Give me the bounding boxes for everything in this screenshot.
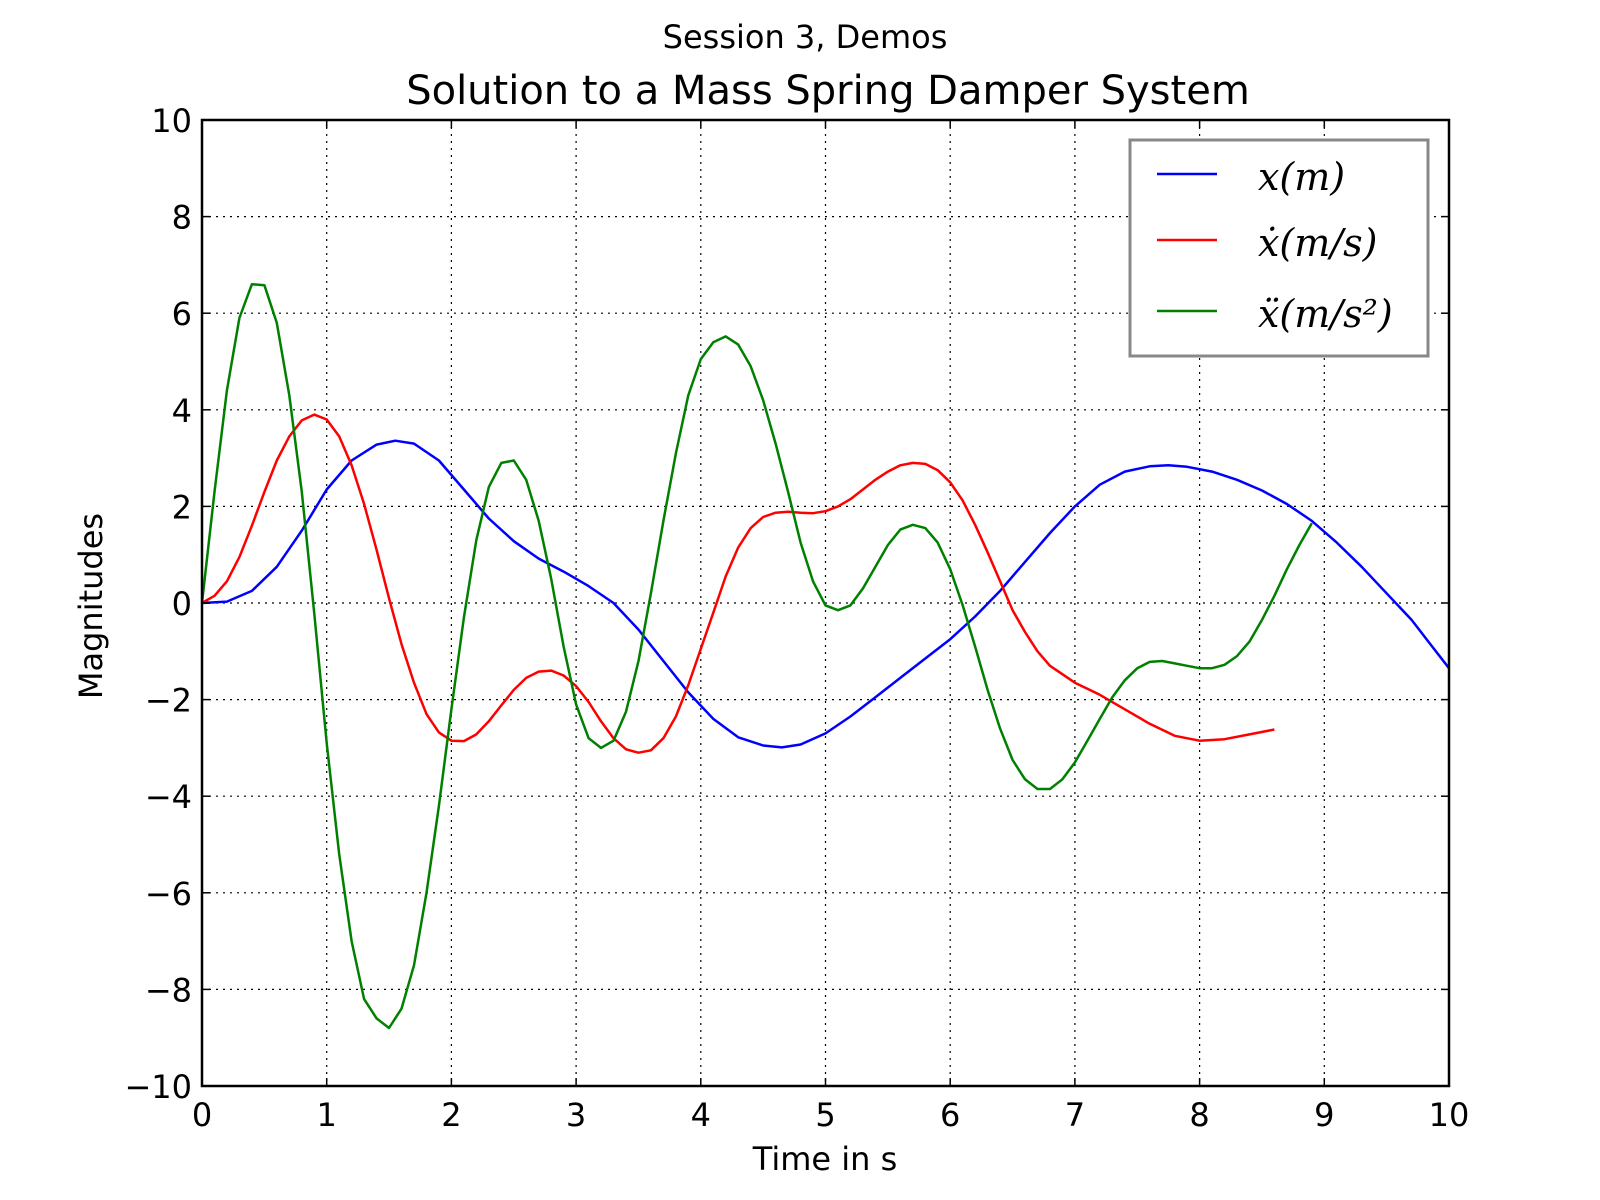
series-line-x [201, 439, 1450, 749]
x-tick-label: 5 [815, 1096, 835, 1134]
x-tick-label: 1 [317, 1096, 337, 1134]
legend-label-xdot: ẋ(m/s) [1258, 221, 1377, 265]
y-axis-label: Magnitudes [72, 513, 110, 699]
y-tick-label: 8 [172, 199, 192, 237]
y-tick-label: −2 [145, 682, 192, 720]
x-tick-label: 10 [1429, 1096, 1470, 1134]
chart-suptitle: Session 3, Demos [663, 18, 948, 56]
y-tick-label: −4 [145, 778, 192, 816]
y-tick-label: −10 [124, 1068, 192, 1106]
y-tick-label: 0 [172, 585, 192, 623]
x-tick-label: 9 [1314, 1096, 1334, 1134]
x-tick-label: 4 [691, 1096, 711, 1134]
y-tick-label: 10 [151, 102, 192, 140]
x-tick-label: 7 [1065, 1096, 1085, 1134]
legend-label-x: x(m) [1258, 155, 1345, 199]
y-tick-label: 4 [172, 392, 192, 430]
legend-label-xddot: ẍ(m/s²) [1258, 292, 1393, 336]
legend: x(m) ẋ(m/s) ẍ(m/s²) [1128, 138, 1430, 358]
series-line-xddot [200, 282, 1313, 1030]
x-tick-label: 0 [192, 1096, 212, 1134]
legend-box [1128, 138, 1430, 358]
x-tick-label: 6 [940, 1096, 960, 1134]
y-tick-label: 2 [172, 488, 192, 526]
series-line-xdot [201, 413, 1275, 754]
x-axis-label: Time in s [752, 1140, 898, 1178]
axis-ticks: 0 1 2 3 4 5 6 7 8 9 10 10 8 6 4 2 0 −2 −4 −6 −8 −10 [124, 102, 1469, 1134]
x-tick-label: 2 [441, 1096, 461, 1134]
x-tick-label: 3 [566, 1096, 586, 1134]
y-tick-label: 6 [172, 295, 192, 333]
y-tick-label: −8 [145, 971, 192, 1009]
x-tick-label: 8 [1189, 1096, 1209, 1134]
y-tick-label: −6 [145, 875, 192, 913]
series-lines [200, 282, 1450, 1030]
chart-title: Solution to a Mass Spring Damper System [406, 68, 1250, 114]
